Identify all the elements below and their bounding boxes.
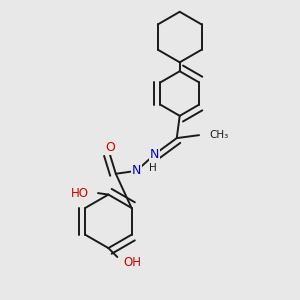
Text: O: O [105, 140, 115, 154]
Text: OH: OH [123, 256, 141, 269]
Text: N: N [150, 148, 159, 161]
Text: H: H [148, 164, 156, 173]
Text: N: N [132, 164, 141, 177]
Text: HO: HO [71, 187, 89, 200]
Text: CH₃: CH₃ [209, 130, 229, 140]
